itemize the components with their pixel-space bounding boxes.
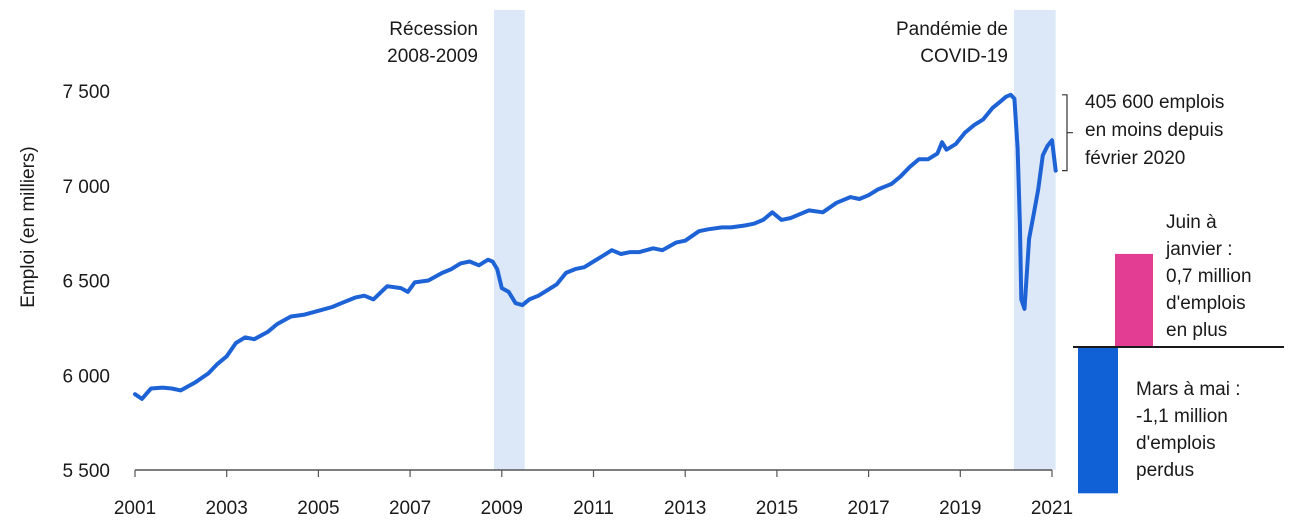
change-bars: Juin à janvier : 0,7 million d'emplois en pl… [1073, 212, 1284, 494]
change-bar-up-label: en plus [1166, 320, 1227, 341]
change-bar-up-label: d'emplois [1166, 293, 1246, 314]
shaded-period-label: COVID-19 [920, 46, 1008, 67]
shaded-period-1 [494, 10, 525, 470]
x-tick-label: 2005 [297, 498, 339, 519]
y-tick-label: 6 500 [62, 272, 110, 293]
y-tick-label: 7 000 [62, 177, 110, 198]
x-tick-label: 2001 [114, 498, 156, 519]
change-bar-up-label: 0,7 million [1166, 266, 1252, 287]
x-tick-label: 2021 [1031, 498, 1073, 519]
change-bar-down-label: perdus [1136, 460, 1194, 481]
x-tick-label: 2019 [939, 498, 981, 519]
annotation-bracket: 405 600 emplois en moins depuis février 20… [1062, 92, 1224, 172]
x-tick-label: 2003 [206, 498, 248, 519]
x-tick-label: 2009 [481, 498, 523, 519]
change-bar-up-label: Juin à [1166, 212, 1217, 233]
series-line-1 [133, 92, 1058, 401]
x-axis: 2001 2003 2005 2007 2009 2011 2013 2015 2017 2019… [114, 469, 1073, 519]
change-bar-down [1078, 347, 1118, 494]
shaded-period-label: 2008-2009 [387, 46, 478, 67]
x-tick-label: 2015 [756, 498, 798, 519]
y-axis-ticks: 5 500 6 000 6 500 7 000 7 500 [62, 82, 110, 482]
annotation-label: 405 600 emplois [1085, 92, 1224, 113]
series-lines [133, 92, 1058, 401]
y-tick-label: 5 500 [62, 461, 110, 482]
y-axis-label: Emploi (en milliers) [18, 146, 39, 308]
x-tick-label: 2011 [573, 498, 614, 519]
shaded-periods [494, 10, 1056, 470]
x-tick-label: 2017 [847, 498, 889, 519]
y-tick-label: 6 000 [62, 366, 110, 387]
x-tick-label: 2013 [664, 498, 706, 519]
change-bar-down-label: -1,1 million [1136, 406, 1228, 427]
x-tick-label: 2007 [389, 498, 431, 519]
annotation-bracket-line [1062, 94, 1073, 172]
shaded-period-label: Pandémie de [896, 19, 1008, 40]
annotation-label: février 2020 [1085, 148, 1185, 169]
annotation-label: en moins depuis [1085, 120, 1223, 141]
shaded-period-label: Récession [389, 19, 478, 40]
shaded-period-labels: Récession 2008-2009 Pandémie de COVID-19 [387, 19, 1008, 67]
change-bar-down-label: Mars à mai : [1136, 379, 1241, 400]
y-tick-label: 7 500 [62, 82, 110, 103]
change-bar-up [1115, 253, 1153, 347]
change-bar-down-label: d'emplois [1136, 433, 1216, 454]
change-bar-up-label: janvier : [1165, 239, 1233, 260]
